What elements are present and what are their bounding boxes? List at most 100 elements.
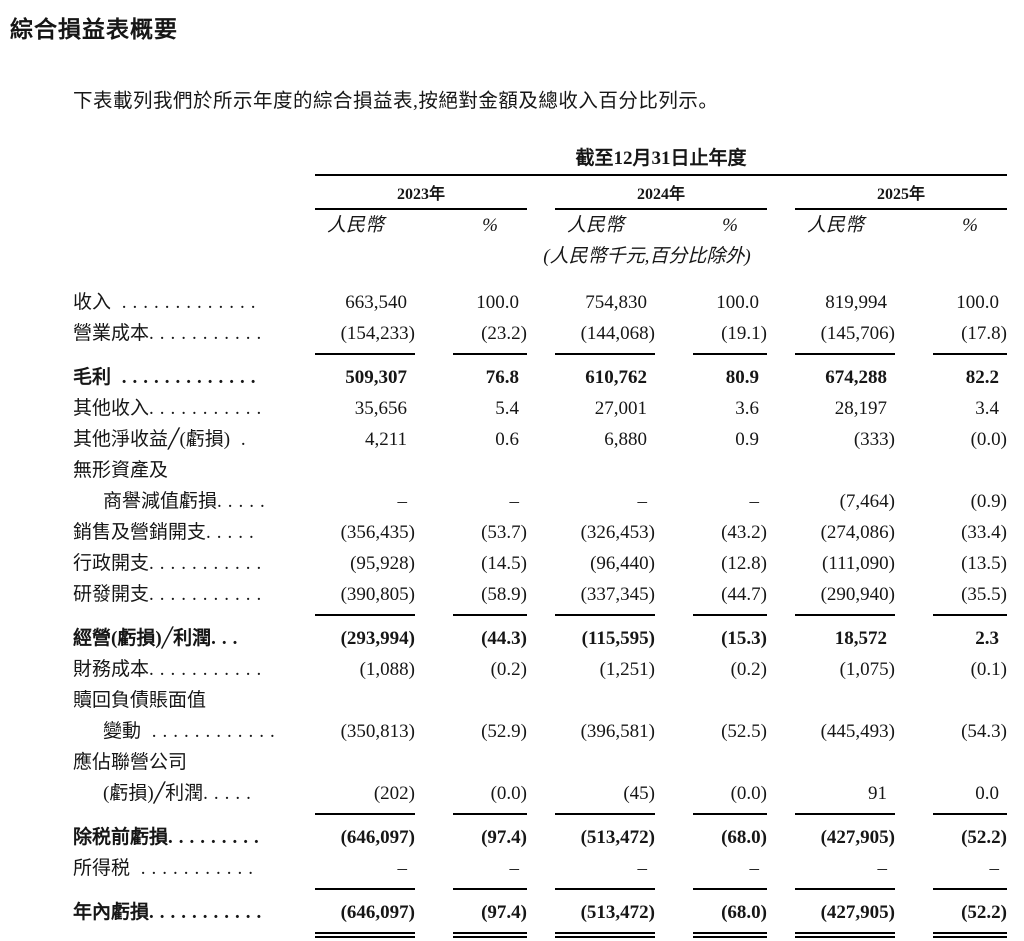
table-row: 商譽減值虧損..... – – – – (7,464) (0.9)	[73, 486, 1007, 517]
row-label-cell: 除税前虧損.........	[73, 822, 315, 853]
single-rule	[795, 614, 895, 616]
rule-cell	[315, 884, 415, 897]
row-label: 所得税	[73, 858, 131, 879]
value-cell-2023-pct	[415, 455, 527, 486]
value-cell-2024-pct: 0.9	[735, 429, 759, 450]
value-cell-2025-rmb: 18,572	[834, 628, 887, 649]
row-label: 收入	[73, 292, 112, 313]
value-cell-2023-rmb: (1,088)	[359, 659, 415, 680]
single-rule	[795, 813, 895, 815]
value-cell-2024-pct: (52.5)	[721, 721, 767, 742]
rule-cell	[895, 809, 1008, 822]
value-cell-2024-rmb: (96,440)	[590, 553, 655, 574]
dot-leader: ...	[211, 628, 244, 649]
empty-cell	[73, 175, 315, 210]
value-cell-2024-pct: (68.0)	[721, 902, 767, 923]
value-cell-2023-pct: (97.4)	[481, 827, 527, 848]
value-cell-2025-rmb: (7,464)	[839, 491, 895, 512]
value-cell-2024-pct: (43.2)	[721, 522, 767, 543]
year-header-row: 2023年 2024年 2025年	[73, 175, 1008, 210]
row-label-cell: 商譽減值虧損.....	[73, 486, 315, 517]
rule-cell	[767, 349, 895, 362]
spacer-row	[73, 272, 1007, 287]
row-label: 行政開支	[73, 553, 150, 574]
rule-cell	[527, 809, 655, 822]
value-cell-2025-pct: 3.4	[975, 398, 1000, 419]
value-cell-2025-pct	[895, 685, 1007, 716]
value-cell-2023-pct: –	[509, 491, 520, 512]
value-cell-2025-pct: 82.2	[965, 367, 1000, 388]
value-cell-2024-pct: (44.7)	[721, 584, 767, 605]
table-row: 除税前虧損......... (646,097) (97.4) (513,472…	[73, 822, 1007, 853]
value-cell-2025-pct: –	[989, 858, 1000, 879]
value-cell-2025-rmb: (445,493)	[820, 721, 895, 742]
table-row: (虧損)╱利潤..... (202) (0.0) (45) (0.0) 91 0…	[73, 778, 1007, 809]
row-label: 財務成本	[73, 659, 150, 680]
rule-cell	[767, 610, 895, 623]
table-row: 財務成本........... (1,088) (0.2) (1,251) (0…	[73, 654, 1007, 685]
rule-cell	[315, 349, 415, 362]
single-rule	[933, 813, 1008, 815]
value-cell-2025-pct: (33.4)	[961, 522, 1008, 543]
empty-cell	[73, 349, 315, 362]
period-header-row: 截至12月31日止年度	[73, 143, 1008, 176]
value-cell-2024-rmb	[527, 455, 655, 486]
rule-cell	[315, 928, 415, 941]
value-cell-2023-rmb: (646,097)	[340, 902, 415, 923]
value-cell-2023-pct	[415, 747, 527, 778]
value-cell-2025-rmb: (274,086)	[820, 522, 895, 543]
table-row: 銷售及營銷開支..... (356,435) (53.7) (326,453) …	[73, 517, 1007, 548]
subcolumn-header-row: 人民幣 % 人民幣 % 人民幣 %	[73, 210, 1007, 241]
value-cell-2023-rmb: (350,813)	[340, 721, 415, 742]
value-cell-2023-pct: –	[509, 858, 520, 879]
value-cell-2023-rmb: 35,656	[354, 398, 407, 419]
row-label: 研發開支	[73, 584, 150, 605]
rule-cell	[415, 610, 527, 623]
single-rule	[555, 614, 655, 616]
row-label-cell: 贖回負債賬面值	[73, 685, 315, 716]
row-label: 經營(虧損)╱利潤	[73, 628, 212, 649]
table-row: 行政開支........... (95,928) (14.5) (96,440)…	[73, 548, 1007, 579]
rule-row	[73, 884, 1008, 897]
value-cell-2023-rmb: (202)	[373, 783, 415, 804]
value-cell-2024-pct: 80.9	[725, 367, 759, 388]
table-row: 應佔聯營公司	[73, 747, 1007, 778]
value-cell-2025-rmb	[767, 455, 895, 486]
row-label: 銷售及營銷開支	[73, 522, 207, 543]
rule-row	[73, 349, 1008, 362]
single-rule	[315, 353, 415, 355]
single-rule	[693, 888, 767, 890]
dot-leader: .....	[206, 522, 260, 543]
value-cell-2024-pct	[655, 747, 767, 778]
row-label: 變動	[103, 721, 142, 742]
single-rule	[555, 888, 655, 890]
value-cell-2024-rmb: (45)	[623, 783, 655, 804]
value-cell-2024-pct: (0.2)	[730, 659, 767, 680]
rule-cell	[895, 349, 1008, 362]
value-cell-2023-rmb: (356,435)	[340, 522, 415, 543]
empty-cell	[73, 610, 315, 623]
value-cell-2023-pct: (58.9)	[481, 584, 527, 605]
rmb-header-2024: 人民幣	[567, 215, 625, 236]
row-label-cell: 應佔聯營公司	[73, 747, 315, 778]
pct-header-2023: %	[482, 215, 498, 236]
rule-cell	[527, 610, 655, 623]
rule-row	[73, 610, 1008, 623]
value-cell-2025-rmb: (145,706)	[820, 323, 895, 344]
dot-leader: .............	[111, 367, 262, 388]
value-cell-2023-pct: 100.0	[476, 292, 519, 313]
value-cell-2025-pct: 0.0	[975, 783, 1000, 804]
single-rule	[795, 353, 895, 355]
value-cell-2025-rmb: 819,994	[825, 292, 887, 313]
value-cell-2024-pct: –	[749, 858, 760, 879]
value-cell-2025-pct: (52.2)	[961, 902, 1008, 923]
rule-cell	[527, 349, 655, 362]
value-cell-2025-pct	[895, 455, 1007, 486]
row-label-cell: 其他收入...........	[73, 393, 315, 424]
rule-cell	[415, 928, 527, 941]
value-cell-2023-pct: (53.7)	[481, 522, 527, 543]
table-row: 營業成本........... (154,233) (23.2) (144,06…	[73, 318, 1007, 349]
value-cell-2024-rmb: (513,472)	[580, 902, 655, 923]
single-rule	[933, 888, 1008, 890]
rule-cell	[315, 610, 415, 623]
